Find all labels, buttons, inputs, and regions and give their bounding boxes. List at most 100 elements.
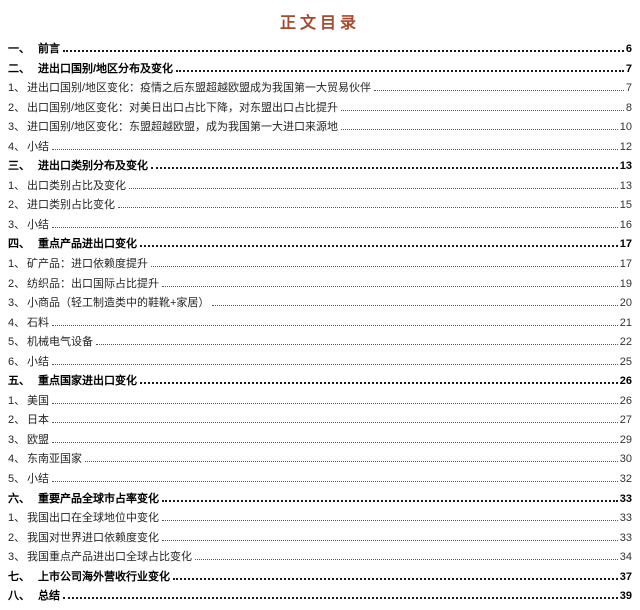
- toc-entry[interactable]: 六、 重要产品全球市占率变化 33: [8, 490, 632, 510]
- toc-entry-label: 小结: [27, 218, 49, 231]
- dot-leader: [195, 556, 618, 561]
- toc-entry-page: 8: [625, 101, 632, 114]
- toc-entry-label: 东南亚国家: [27, 453, 82, 466]
- toc-entry[interactable]: 五、 重点国家进出口变化 26: [8, 372, 632, 392]
- toc-entry[interactable]: 3、 小商品（轻工制造类中的鞋靴+家居） 20: [8, 294, 632, 314]
- toc-entry[interactable]: 2、 出口国别/地区变化：对美日出口占比下降，对东盟出口占比提升 8: [8, 99, 632, 119]
- toc-entry[interactable]: 1、 进出口国别/地区变化：疫情之后东盟超越欧盟成为我国第一大贸易伙伴 7: [8, 79, 632, 99]
- toc-entry-page: 27: [619, 414, 632, 427]
- dot-leader: [63, 593, 618, 600]
- dot-leader: [173, 574, 618, 580]
- toc-entry-label: 小商品（轻工制造类中的鞋靴+家居）: [27, 297, 210, 310]
- toc-entry-page: 13: [619, 160, 632, 173]
- toc-entry-number: 4、: [8, 316, 26, 329]
- toc-entry-page: 39: [619, 590, 632, 603]
- toc-entry-number: 八、: [8, 590, 30, 603]
- toc-entry[interactable]: 1、 我国出口在全球地位中变化 33: [8, 509, 632, 529]
- toc-entry[interactable]: 5、 小结 32: [8, 470, 632, 490]
- toc-entry[interactable]: 4、 小结 12: [8, 138, 632, 158]
- toc-entry[interactable]: 6、 小结 25: [8, 353, 632, 373]
- toc-entry[interactable]: 二、 进出口国别/地区分布及变化 7: [8, 60, 632, 80]
- dot-leader: [52, 224, 618, 228]
- dot-leader: [118, 204, 618, 209]
- toc-entry[interactable]: 八、 总结 39: [8, 587, 632, 607]
- toc-entry[interactable]: 七、 上市公司海外营收行业变化 37: [8, 568, 632, 588]
- toc-entry[interactable]: 三、 进出口类别分布及变化 13: [8, 157, 632, 177]
- dot-leader: [176, 66, 624, 72]
- toc-entry-label: 小结: [27, 355, 49, 368]
- toc-entry[interactable]: 1、 出口类别占比及变化 13: [8, 177, 632, 197]
- toc-entry-label: 重要产品全球市占率变化: [38, 492, 159, 505]
- toc-entry-label: 前言: [38, 43, 60, 55]
- toc-entry[interactable]: 3、 我国重点产品进出口全球占比变化 34: [8, 548, 632, 568]
- toc-entry-number: 2、: [8, 414, 26, 427]
- toc-entry-number: 4、: [8, 453, 26, 466]
- toc-entry-number: 五、: [8, 375, 30, 388]
- toc-entry[interactable]: 1、 矿产品：进口依赖度提升 17: [8, 255, 632, 275]
- toc-entry[interactable]: 2、 进口类别占比变化 15: [8, 196, 632, 216]
- dot-leader: [140, 378, 618, 385]
- toc-entry-label: 纺织品：出口国际占比提升: [27, 277, 159, 290]
- toc-entry-page: 7: [625, 62, 632, 75]
- toc-entry[interactable]: 4、 东南亚国家 30: [8, 450, 632, 470]
- toc-entry-label: 重点产品进出口变化: [38, 238, 137, 251]
- toc-entry-page: 30: [619, 453, 632, 466]
- dot-leader: [52, 439, 618, 443]
- toc-entry-page: 34: [619, 551, 632, 564]
- toc-entry-page: 29: [619, 433, 632, 446]
- toc-entry-page: 21: [619, 316, 632, 329]
- toc-entry[interactable]: 1、 美国 26: [8, 392, 632, 412]
- toc-entry-label: 小结: [27, 473, 49, 486]
- toc-entry[interactable]: 2、 纺织品：出口国际占比提升 19: [8, 275, 632, 295]
- toc-entry-number: 三、: [8, 160, 30, 173]
- toc-entry[interactable]: 3、 小结 16: [8, 216, 632, 236]
- toc-entry-number: 6、: [8, 355, 26, 368]
- toc-entry-number: 1、: [8, 394, 26, 407]
- toc-entry-label: 总结: [38, 590, 60, 603]
- dot-leader: [52, 146, 618, 150]
- toc-entry-page: 37: [619, 570, 632, 583]
- toc-entry-page: 33: [619, 512, 632, 525]
- toc-entry-number: 六、: [8, 492, 30, 505]
- toc-entry-label: 我国重点产品进出口全球占比变化: [27, 551, 192, 564]
- toc-entry-number: 4、: [8, 140, 26, 153]
- toc-entry[interactable]: 3、 欧盟 29: [8, 431, 632, 451]
- toc-entry-number: 2、: [8, 101, 26, 114]
- toc-entry-number: 3、: [8, 121, 26, 134]
- toc-entry-page: 22: [619, 336, 632, 349]
- toc-entry[interactable]: 一、 前言 6: [8, 40, 632, 60]
- toc-entry[interactable]: 4、 石料 21: [8, 314, 632, 334]
- toc-entry-number: 2、: [8, 199, 26, 212]
- toc-entry-page: 20: [619, 297, 632, 310]
- toc-entry-page: 17: [619, 258, 632, 271]
- dot-leader: [52, 400, 618, 404]
- toc-entry-page: 19: [619, 277, 632, 290]
- toc-entry[interactable]: 5、 机械电气设备 22: [8, 333, 632, 353]
- toc-entry-page: 16: [619, 218, 632, 231]
- toc-entry[interactable]: 2、 我国对世界进口依赖度变化 33: [8, 529, 632, 549]
- dot-leader: [85, 458, 618, 463]
- toc-entry-page: 26: [619, 394, 632, 407]
- dot-leader: [96, 341, 618, 346]
- toc-entry-label: 小结: [27, 140, 49, 153]
- toc-entry-label: 矿产品：进口依赖度提升: [27, 258, 148, 271]
- toc-entry-label: 我国出口在全球地位中变化: [27, 512, 159, 525]
- toc-entry-label: 欧盟: [27, 433, 49, 446]
- toc-entry-page: 6: [625, 43, 632, 55]
- toc-entry[interactable]: 3、 进口国别/地区变化：东盟超越欧盟，成为我国第一大进口来源地 10: [8, 118, 632, 138]
- toc-entry-label: 上市公司海外营收行业变化: [38, 570, 170, 583]
- toc-entry-number: 2、: [8, 531, 26, 544]
- toc-entry-page: 15: [619, 199, 632, 212]
- toc-entry-label: 美国: [27, 394, 49, 407]
- toc-entry[interactable]: 四、 重点产品进出口变化 17: [8, 235, 632, 255]
- dot-leader: [162, 517, 618, 522]
- toc-entry-label: 进出口类别分布及变化: [38, 160, 148, 173]
- toc-entry-page: 33: [619, 492, 632, 505]
- toc-entry-number: 四、: [8, 238, 30, 251]
- toc-entry[interactable]: 2、 日本 27: [8, 411, 632, 431]
- toc-title: 正文目录: [279, 15, 360, 32]
- toc-entry-page: 33: [619, 531, 632, 544]
- toc-entry-page: 25: [619, 355, 632, 368]
- toc-entry-number: 5、: [8, 473, 26, 486]
